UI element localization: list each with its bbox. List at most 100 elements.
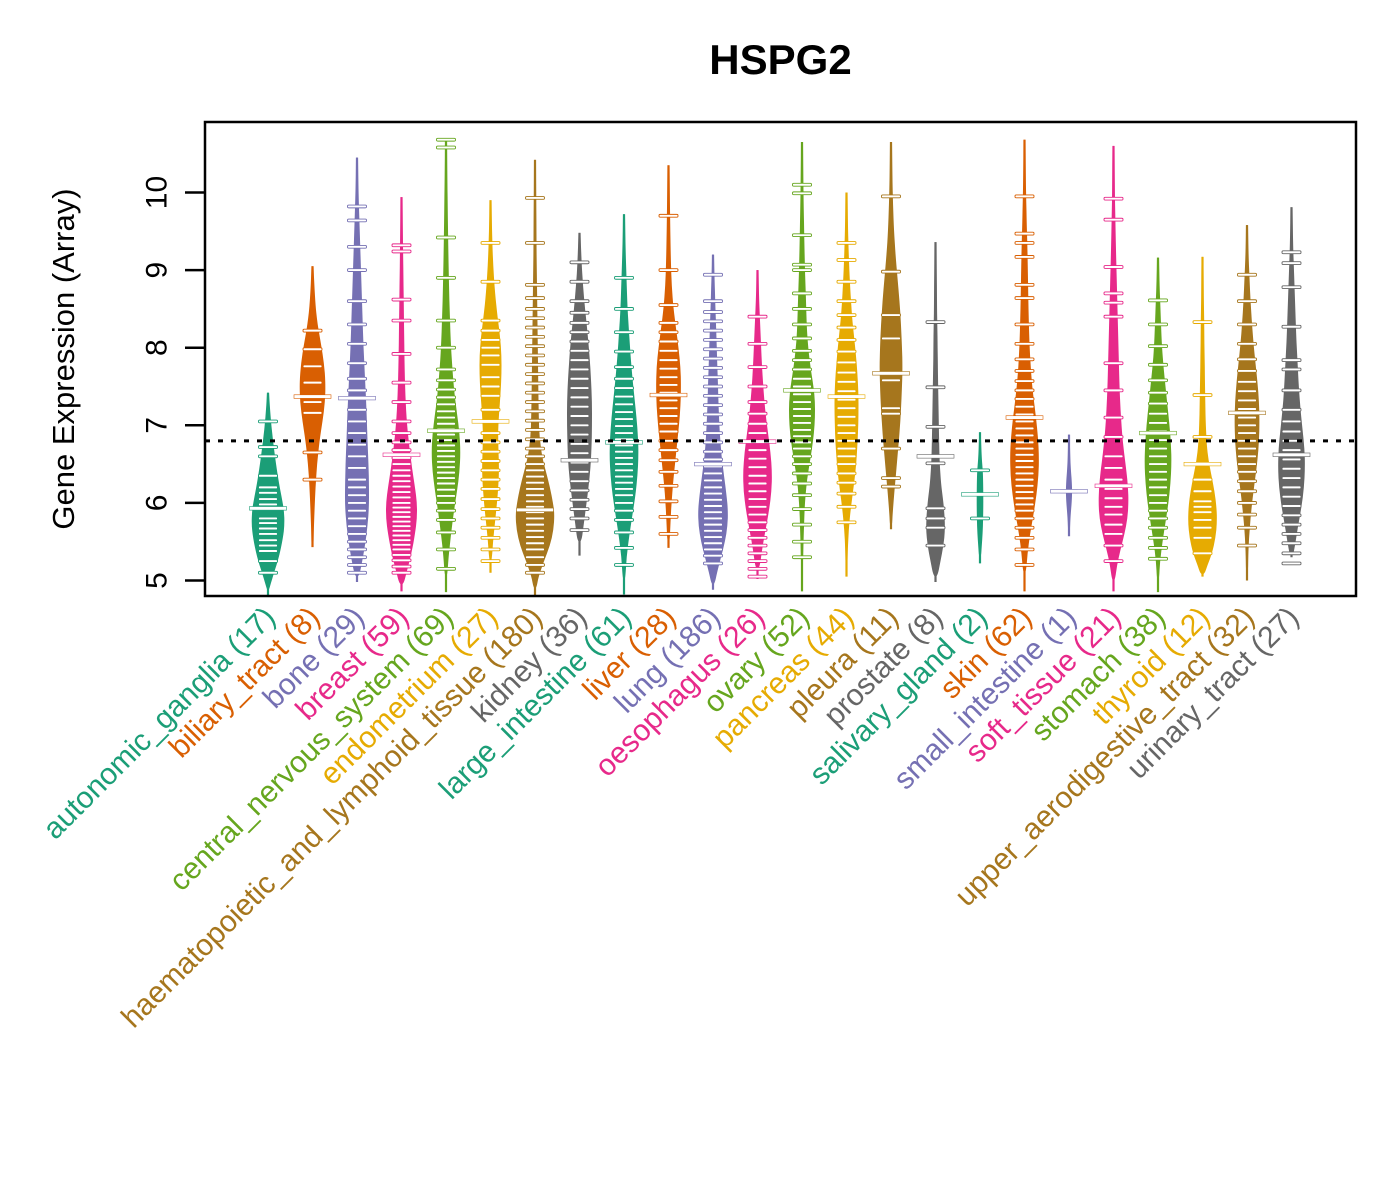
data-line bbox=[525, 428, 545, 432]
violin-body bbox=[1065, 434, 1073, 534]
data-line bbox=[1237, 525, 1257, 530]
data-line bbox=[1014, 404, 1035, 409]
data-line bbox=[347, 218, 367, 223]
data-line bbox=[1281, 250, 1302, 255]
data-line bbox=[391, 468, 412, 473]
data-line bbox=[747, 314, 768, 319]
data-line bbox=[347, 204, 367, 209]
data-line bbox=[569, 339, 590, 344]
data-line bbox=[569, 470, 590, 474]
data-line bbox=[747, 341, 768, 346]
data-line bbox=[1103, 300, 1124, 305]
data-line bbox=[347, 361, 367, 366]
data-line bbox=[1148, 401, 1168, 406]
data-line bbox=[703, 449, 723, 454]
data-line bbox=[881, 269, 901, 274]
data-line bbox=[1281, 476, 1302, 480]
data-line bbox=[836, 397, 857, 402]
violin-body bbox=[1010, 139, 1039, 573]
violin-body bbox=[698, 254, 728, 585]
data-line bbox=[658, 398, 679, 403]
data-line bbox=[436, 409, 456, 414]
data-line bbox=[747, 512, 768, 517]
data-line bbox=[1281, 466, 1302, 471]
data-line bbox=[258, 559, 278, 563]
data-line bbox=[703, 356, 723, 361]
data-line bbox=[925, 425, 946, 429]
data-line bbox=[569, 358, 590, 362]
data-line bbox=[1237, 489, 1257, 494]
data-line bbox=[391, 419, 412, 424]
violin-pancreas bbox=[827, 192, 866, 577]
y-axis: 5 6 7 8 9 10 bbox=[141, 176, 205, 589]
data-line bbox=[347, 244, 367, 249]
data-line bbox=[569, 395, 590, 400]
data-line bbox=[1014, 231, 1035, 236]
data-line bbox=[1237, 454, 1257, 459]
data-line bbox=[1148, 322, 1168, 327]
data-line bbox=[1281, 457, 1302, 462]
data-line bbox=[658, 330, 679, 335]
data-line bbox=[347, 407, 367, 412]
data-line bbox=[480, 507, 501, 511]
data-line bbox=[480, 345, 501, 350]
violin-bone bbox=[338, 157, 376, 583]
data-line bbox=[925, 543, 946, 548]
data-line bbox=[391, 495, 412, 500]
data-line bbox=[347, 322, 367, 327]
violin-skin bbox=[1005, 139, 1044, 592]
data-line bbox=[1014, 282, 1035, 287]
data-line bbox=[525, 282, 545, 287]
data-line bbox=[1103, 477, 1124, 482]
data-line bbox=[480, 241, 501, 245]
data-line bbox=[881, 378, 901, 383]
data-line bbox=[792, 507, 812, 511]
data-line bbox=[658, 458, 679, 463]
average-line bbox=[1139, 430, 1177, 436]
data-line bbox=[525, 555, 545, 560]
data-line bbox=[658, 515, 679, 519]
data-line bbox=[836, 360, 857, 365]
data-line bbox=[614, 456, 634, 460]
data-line bbox=[1103, 512, 1124, 517]
data-line bbox=[436, 567, 456, 571]
data-line bbox=[436, 449, 456, 453]
data-line bbox=[525, 296, 545, 300]
data-line bbox=[569, 516, 590, 521]
data-line bbox=[792, 446, 812, 451]
data-line bbox=[1103, 196, 1124, 201]
data-line bbox=[658, 429, 679, 434]
data-line bbox=[258, 485, 278, 490]
data-line bbox=[1237, 299, 1257, 303]
data-line bbox=[1148, 508, 1168, 513]
data-line bbox=[1103, 454, 1124, 459]
data-line bbox=[925, 516, 946, 521]
data-line bbox=[970, 516, 990, 521]
data-line bbox=[836, 414, 857, 419]
data-line bbox=[391, 380, 412, 385]
data-line bbox=[480, 535, 501, 540]
data-line bbox=[836, 389, 857, 394]
data-line bbox=[1103, 559, 1124, 563]
violin-central_nervous_system bbox=[427, 137, 465, 593]
data-line bbox=[480, 449, 501, 454]
data-line bbox=[703, 491, 723, 496]
data-line bbox=[1237, 415, 1257, 420]
data-line bbox=[747, 448, 768, 452]
data-line bbox=[347, 555, 367, 560]
data-line bbox=[302, 411, 323, 415]
data-line bbox=[525, 400, 545, 404]
data-line bbox=[747, 520, 768, 525]
data-line bbox=[525, 541, 545, 546]
data-line bbox=[792, 322, 812, 327]
data-line bbox=[747, 535, 768, 540]
data-line bbox=[1014, 419, 1035, 424]
data-line bbox=[569, 386, 590, 390]
data-line bbox=[658, 213, 679, 218]
data-line bbox=[436, 470, 456, 475]
data-line bbox=[302, 477, 323, 482]
data-line bbox=[1148, 298, 1168, 303]
data-line bbox=[614, 376, 634, 381]
data-line bbox=[480, 459, 501, 463]
data-line bbox=[1237, 322, 1257, 327]
